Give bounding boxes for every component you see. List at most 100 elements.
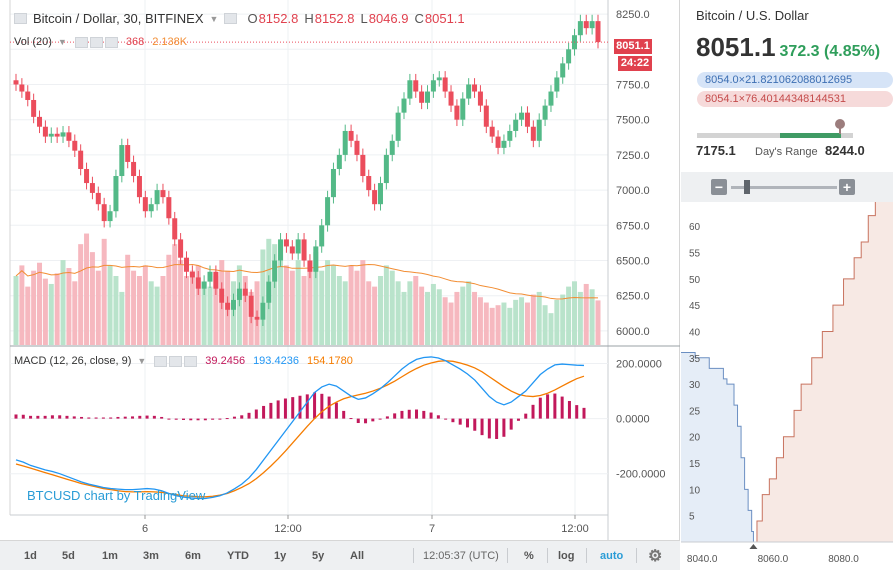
candle [295,233,301,260]
candle [283,233,289,253]
candle-body [242,288,248,296]
volume-bar [477,297,483,345]
histogram-bar [567,400,571,419]
histogram-bar [385,416,389,419]
candle-body [213,271,219,289]
histogram-bar [269,402,273,419]
settings-icon[interactable] [169,355,183,367]
close-icon[interactable] [104,36,118,48]
macd-axis-label: -200.0000 [616,469,666,481]
volume-bar [319,270,325,345]
close-icon[interactable] [184,355,198,367]
toolbar-divider [507,548,508,563]
candle-body [330,168,336,198]
range-1y-button[interactable]: 1y [274,550,287,562]
volume-bar [13,276,19,345]
candle [430,73,436,98]
volume-bar [242,276,248,345]
time-axis-label: 7 [429,523,435,535]
candle [101,197,107,228]
histogram-bar [131,416,135,419]
price-axis-label: 7500.0 [616,115,650,127]
ohlc-key: H [304,11,314,26]
log-scale-button[interactable]: log [558,550,575,562]
volume-bar [160,276,166,345]
candle [407,73,413,105]
volume-value: 368 [125,36,145,48]
histogram-bar [109,417,113,419]
chart-area[interactable]: 6000.0 6250.0 6500.0 6750.0 7000.0 7250.0 7500… [0,0,680,570]
volume-bar [589,289,595,345]
candle [413,73,419,98]
tradingview-watermark[interactable]: BTCUSD chart by TradingView [27,488,206,503]
volume-bar [342,281,348,345]
histogram-bar [444,418,448,420]
bid-quote: 8054.0×21.821062088012695 [697,72,893,88]
zoom-slider[interactable] [731,186,837,189]
utc-clock[interactable]: 12:05:37 (UTC) [423,550,499,562]
candle-body [225,302,231,310]
histogram-bar [94,417,98,419]
candle [225,296,231,317]
range-5d-button[interactable]: 5d [62,550,75,562]
candle-body [95,192,101,205]
histogram-bar [232,416,236,419]
candle-body [19,84,25,92]
depth-y-label: 20 [689,433,701,444]
candle [483,99,489,134]
histogram-bar [342,410,346,419]
chevron-down-icon[interactable]: ▼ [57,37,67,47]
volume-bar [430,283,436,345]
gear-icon[interactable]: ⚙ [648,548,663,565]
chevron-down-icon[interactable]: ▼ [137,356,147,366]
candle [78,144,84,176]
eye-icon[interactable] [74,36,88,48]
volume-bar [489,307,495,345]
chart-canvas[interactable]: 6000.0 6250.0 6500.0 6750.0 7000.0 7250.0 7500… [0,0,680,540]
range-ytd-button[interactable]: YTD [227,550,249,562]
volume-bar [154,286,160,345]
volume-bar [142,265,148,345]
volume-bar [554,299,560,345]
candle-body [119,145,125,177]
range-1d-button[interactable]: 1d [24,550,37,562]
candle [566,42,572,70]
candle-body [219,288,225,303]
histogram-bar [582,407,586,419]
volume-bar [507,307,513,345]
collapse-icon[interactable] [14,13,27,24]
symbol-title: Bitcoin / Dollar, 30, BITFINEX [33,11,204,26]
range-1m-button[interactable]: 1m [102,550,118,562]
candle [583,14,589,35]
candle-body [436,77,442,81]
zoom-out-button[interactable]: − [711,179,727,195]
candle [548,85,554,112]
candle [54,127,60,143]
histogram-bar [378,418,382,420]
candle [419,85,425,110]
histogram-bar [189,418,193,421]
candle [495,130,501,155]
histogram-bar [364,418,368,424]
range-5y-button[interactable]: 5y [312,550,325,562]
candle [436,71,442,87]
volume-bar [19,265,25,345]
volume-bar [425,291,431,345]
zoom-in-button[interactable]: + [839,179,855,195]
eye-icon[interactable] [224,13,238,24]
auto-scale-button[interactable]: auto [600,550,624,562]
range-3m-button[interactable]: 3m [143,550,159,562]
eye-icon[interactable] [154,355,168,367]
range-6m-button[interactable]: 6m [185,550,201,562]
range-all-button[interactable]: All [350,550,365,562]
histogram-bar [29,415,33,419]
volume-bar [172,244,178,345]
candle-body [401,98,407,113]
percent-scale-button[interactable]: % [524,550,534,562]
depth-chart[interactable]: 5 10 15 20 25 30 35 40 45 50 55 60 8040.0 8060.0 8080.… [681,202,893,570]
chevron-down-icon[interactable]: ▼ [209,13,219,24]
zoom-slider-handle[interactable] [744,180,750,194]
settings-icon[interactable] [89,36,103,48]
candle [172,211,178,246]
candle-body [524,112,530,127]
